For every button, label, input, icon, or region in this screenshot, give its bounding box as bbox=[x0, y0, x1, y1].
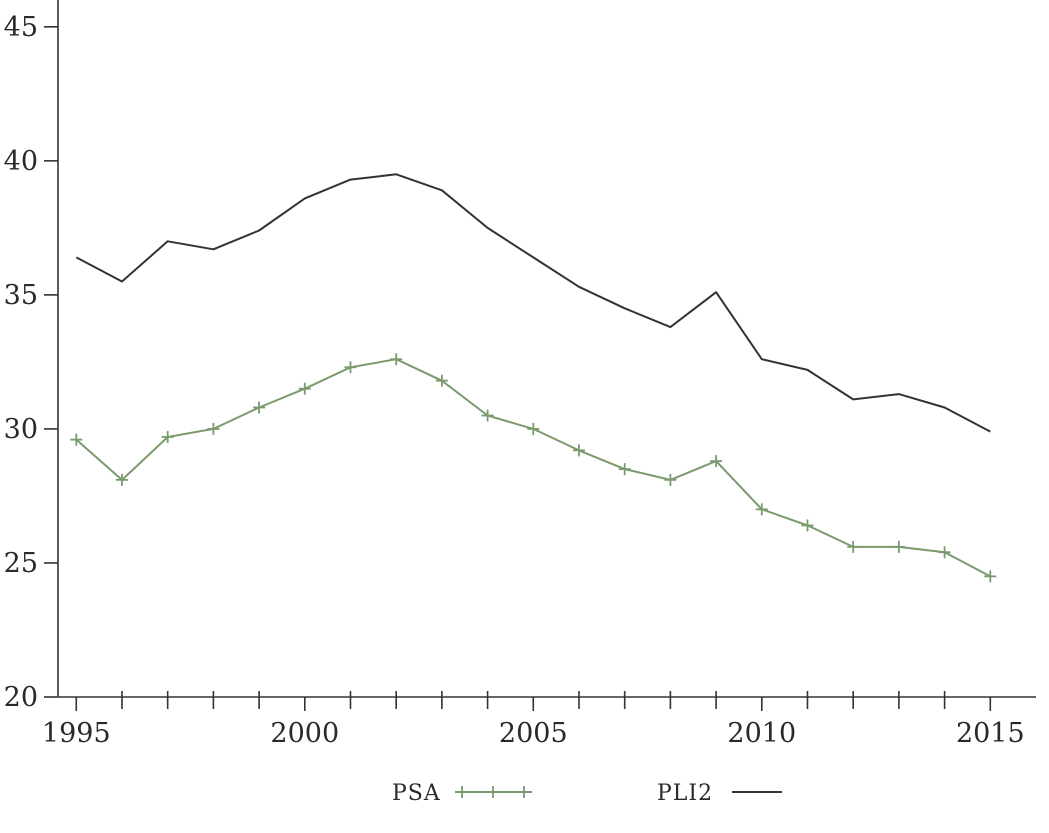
y-tick-label: 45 bbox=[4, 12, 38, 43]
data-point-psa bbox=[435, 374, 448, 387]
data-point-psa bbox=[253, 401, 266, 414]
legend-marker-psa bbox=[487, 786, 499, 798]
y-tick-label: 30 bbox=[4, 414, 38, 445]
data-point-psa bbox=[115, 473, 128, 486]
legend-label-pli2: PLI2 bbox=[657, 781, 713, 806]
series-layer bbox=[70, 173, 997, 583]
data-point-psa bbox=[572, 444, 585, 457]
legend-marker-psa bbox=[456, 786, 468, 798]
data-point-psa bbox=[984, 570, 997, 583]
data-point-psa bbox=[892, 540, 905, 553]
legend-label-psa: PSA bbox=[392, 781, 441, 806]
data-point-psa bbox=[481, 409, 494, 422]
legend: PSA PLI2 bbox=[392, 781, 782, 806]
data-point-psa bbox=[847, 540, 860, 553]
y-tick-label: 20 bbox=[4, 682, 38, 713]
x-tick-label: 1995 bbox=[42, 718, 111, 749]
data-point-psa bbox=[298, 382, 311, 395]
data-point-psa bbox=[801, 519, 814, 532]
data-point-psa bbox=[527, 422, 540, 435]
x-tick-label: 2000 bbox=[270, 718, 339, 749]
y-tick-label: 35 bbox=[4, 280, 38, 311]
x-tick-label: 2010 bbox=[727, 718, 796, 749]
data-point-psa bbox=[938, 546, 951, 559]
data-point-psa bbox=[344, 361, 357, 374]
legend-marker-psa bbox=[518, 786, 530, 798]
data-point-psa bbox=[207, 422, 220, 435]
data-point-psa bbox=[664, 473, 677, 486]
y-tick-label: 40 bbox=[4, 146, 38, 177]
y-tick-label: 25 bbox=[4, 548, 38, 579]
axes: 20 25 30 35 40 45 1995 2000 2005 2010 2015 bbox=[4, 0, 1036, 749]
series-line-pli2 bbox=[75, 173, 991, 433]
data-point-psa bbox=[390, 353, 403, 366]
data-point-psa bbox=[70, 433, 83, 446]
data-point-psa bbox=[161, 430, 174, 443]
data-point-psa bbox=[618, 463, 631, 476]
x-tick-label: 2015 bbox=[956, 718, 1025, 749]
data-point-psa bbox=[710, 455, 723, 468]
x-tick-label: 2005 bbox=[499, 718, 568, 749]
data-point-psa bbox=[755, 503, 768, 516]
